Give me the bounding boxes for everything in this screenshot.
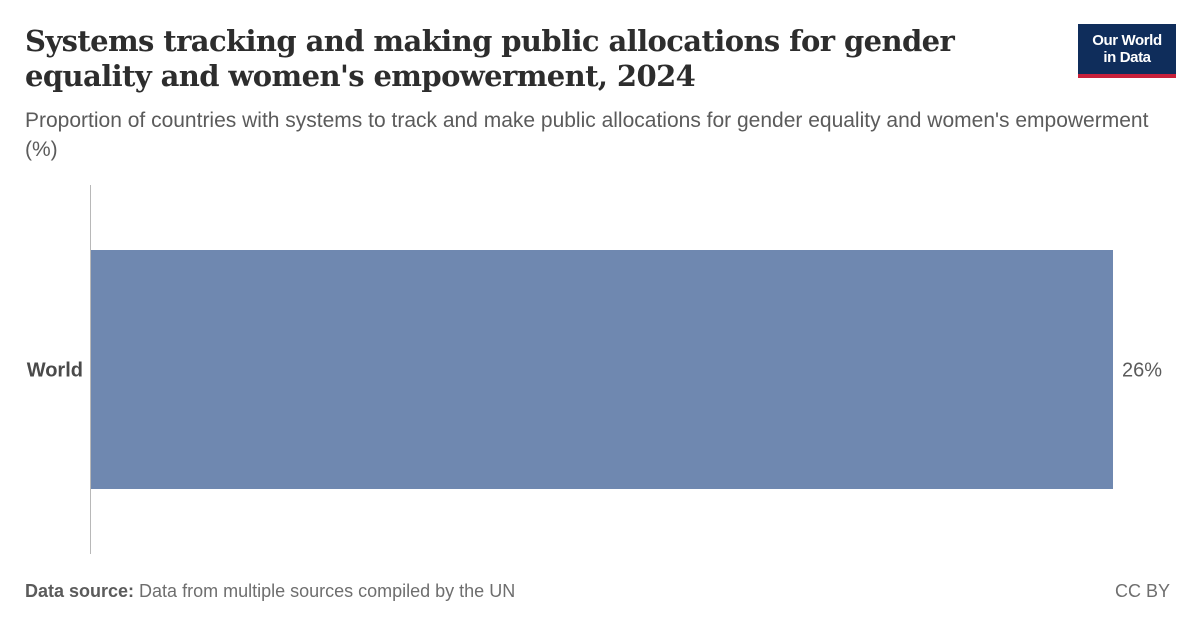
- logo-line-1: Our World: [1092, 32, 1162, 49]
- chart-title-line-1: Systems tracking and making public alloc…: [25, 24, 955, 58]
- chart-title-line-2: equality and women's empowerment, 2024: [25, 59, 696, 93]
- license-link[interactable]: CC BY: [1114, 581, 1170, 601]
- chart-subtitle: Proportion of countries with systems to …: [25, 109, 1149, 161]
- bars-group: World 26%: [27, 250, 1162, 489]
- chart-title: Systems tracking and making public alloc…: [25, 24, 1025, 94]
- data-source-label: Data source:: [25, 581, 135, 601]
- data-source: Data source: Data from multiple sources …: [25, 580, 515, 602]
- category-label: World: [27, 360, 83, 382]
- logo-line-2: in Data: [1103, 49, 1151, 66]
- data-source-text: Data from multiple sources compiled by t…: [134, 581, 516, 601]
- value-label: 26%: [1122, 360, 1162, 382]
- bar-world[interactable]: [91, 250, 1113, 489]
- owid-logo[interactable]: Our World in Data: [1078, 24, 1176, 78]
